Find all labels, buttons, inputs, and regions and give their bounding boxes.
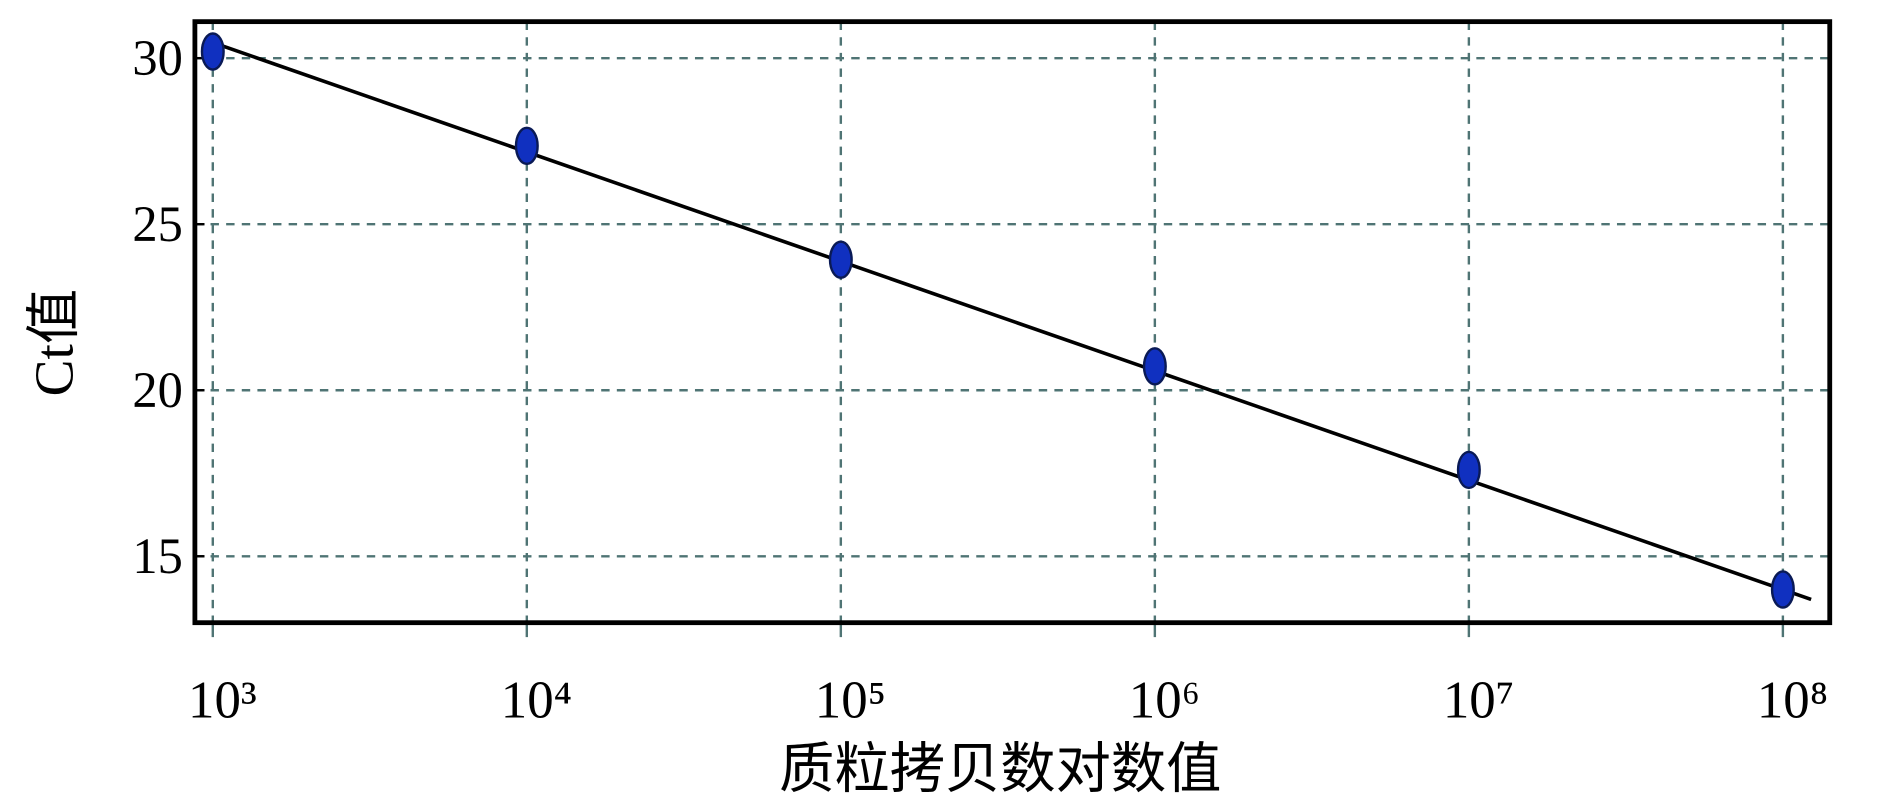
y-axis-label: Ct值 bbox=[23, 289, 84, 397]
x-axis-label: 质粒拷贝数对数值 bbox=[779, 738, 1221, 799]
data-point bbox=[828, 240, 853, 279]
y-tick-label: 20 bbox=[132, 362, 182, 418]
y-tick-label: 25 bbox=[132, 196, 182, 252]
data-point bbox=[514, 126, 539, 166]
x-tick-label: 10⁶ bbox=[1129, 672, 1200, 730]
fit-line bbox=[212, 40, 1812, 602]
x-tick-label: 10⁷ bbox=[1443, 672, 1514, 730]
x-tick-label: 10³ bbox=[188, 672, 257, 730]
data-point bbox=[1142, 347, 1167, 386]
plot-frame bbox=[192, 19, 1833, 626]
data-point bbox=[200, 32, 225, 71]
x-tick-label: 10⁵ bbox=[815, 672, 886, 730]
y-tick-label: 15 bbox=[132, 528, 182, 584]
y-tick-label: 30 bbox=[132, 30, 182, 86]
x-tick-label: 10⁴ bbox=[501, 672, 572, 730]
x-tick-label: 10⁸ bbox=[1757, 672, 1828, 730]
data-point bbox=[1456, 450, 1481, 490]
data-point bbox=[1770, 570, 1795, 609]
